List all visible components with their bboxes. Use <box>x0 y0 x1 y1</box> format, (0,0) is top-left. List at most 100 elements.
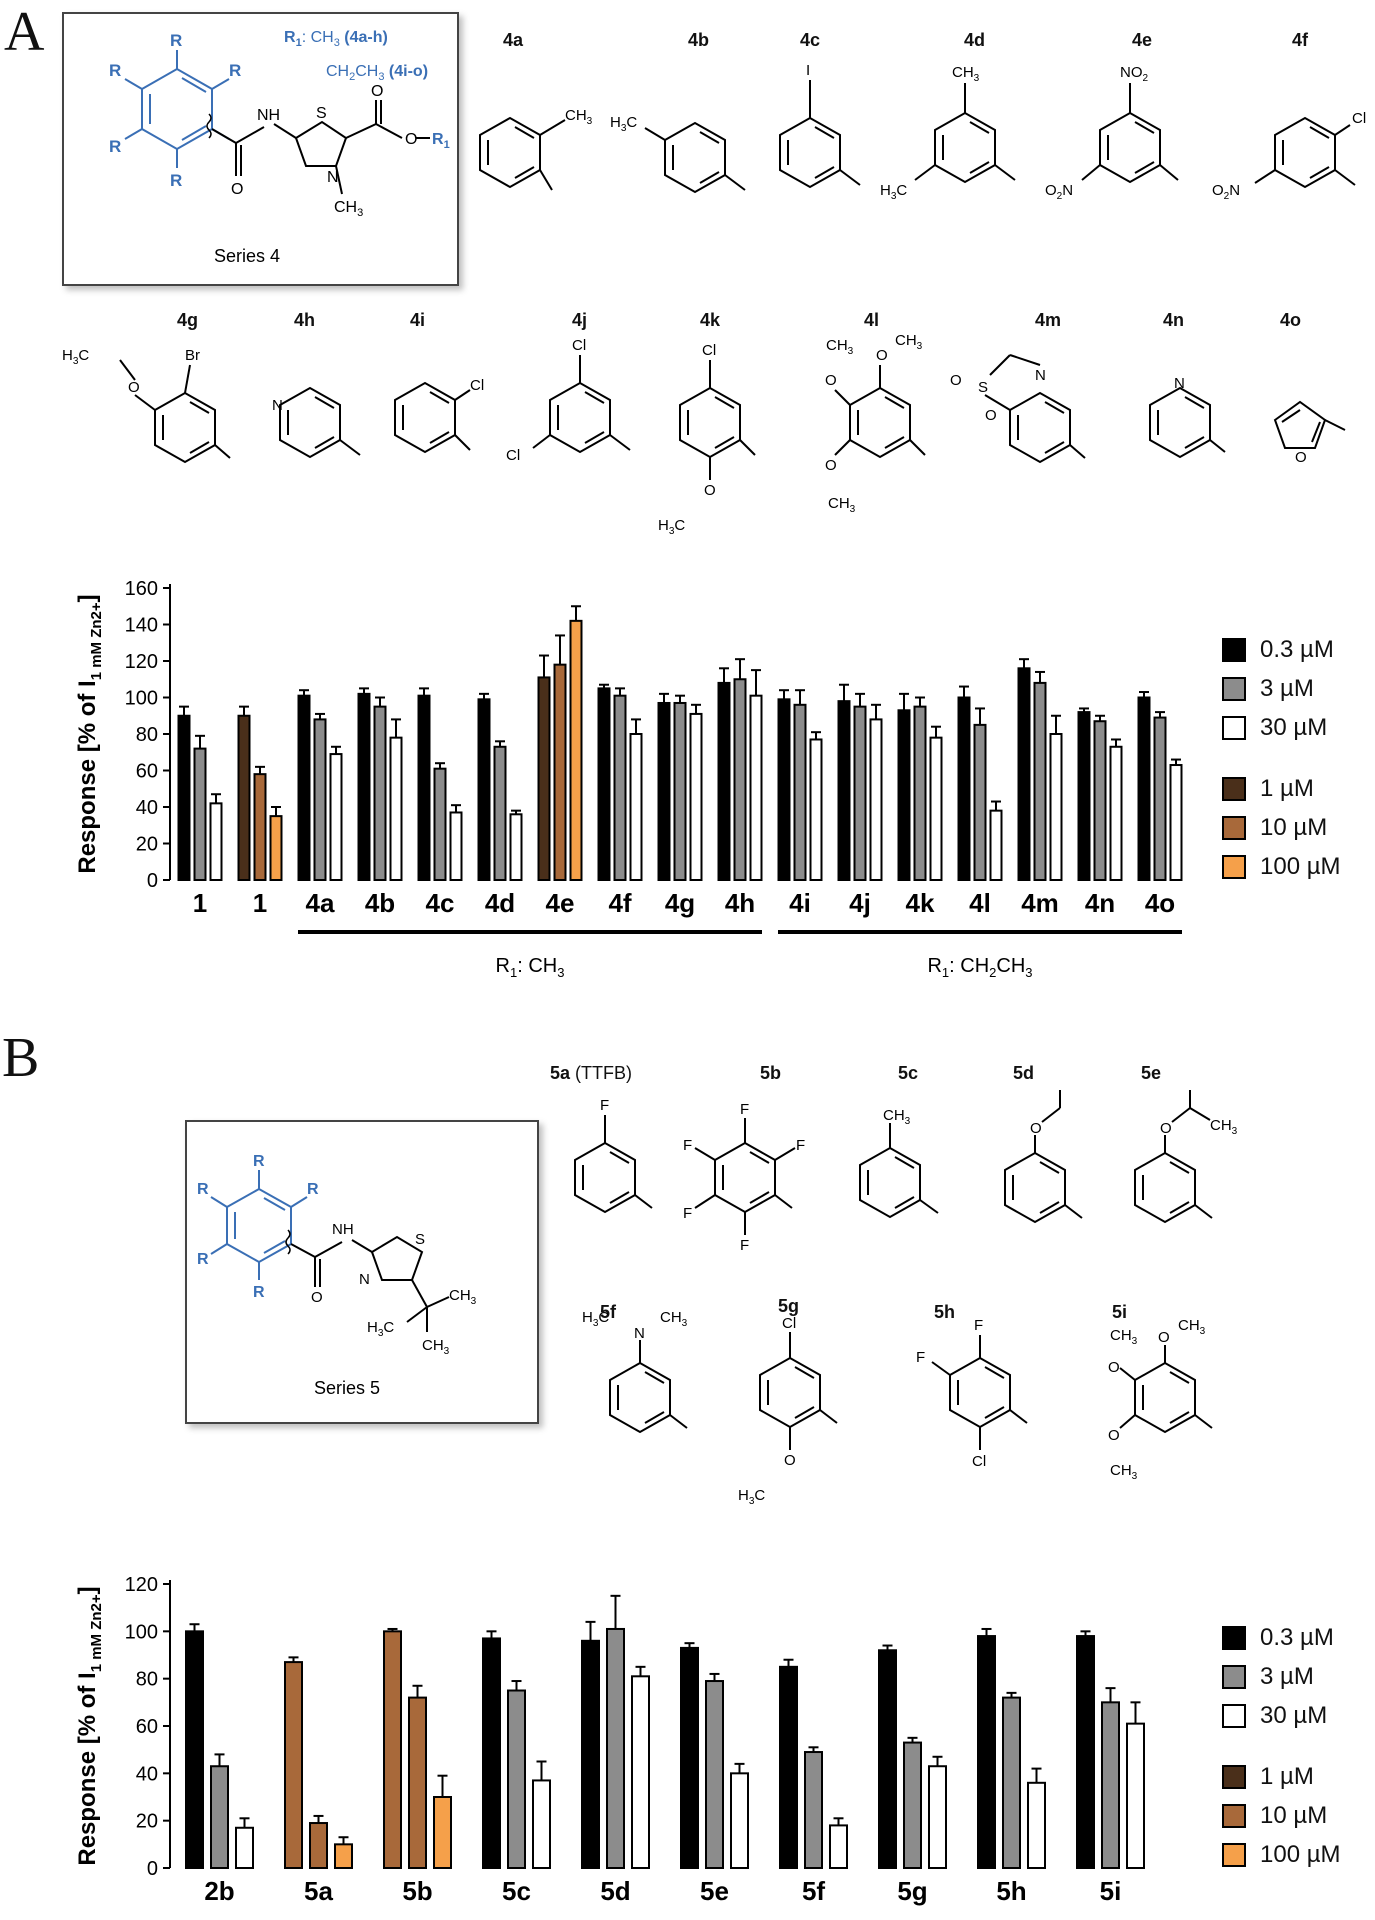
bar <box>482 1637 501 1869</box>
compound-label-5c: 5c <box>898 1063 919 1083</box>
sub-oxygen: O <box>128 379 140 396</box>
sub-ch3: CH3 <box>660 1309 688 1329</box>
compound-label-4n: 4n <box>1163 310 1185 330</box>
x-tick-label: 4n <box>1085 888 1115 918</box>
bar <box>597 687 611 881</box>
legend-item: 3 µM <box>1222 669 1341 708</box>
x-tick-label: 4k <box>906 888 935 918</box>
atom-n: N <box>359 1271 370 1288</box>
bar <box>749 694 763 881</box>
legend-item: 1 µM <box>1222 1757 1341 1796</box>
y-tick-label: 60 <box>136 1716 158 1738</box>
x-tick-label: 1 <box>193 888 207 918</box>
compound-label-4g: 4g <box>177 310 199 330</box>
bar <box>657 701 671 881</box>
panel-b-letter: B <box>2 1027 40 1089</box>
compound-label-4k: 4k <box>700 310 721 330</box>
bar <box>1169 764 1183 881</box>
legend-item: 1 µM <box>1222 769 1341 808</box>
sub-chloro: Cl <box>572 337 586 354</box>
atom-r1: R1 <box>432 131 450 151</box>
sub-ch3: CH3 <box>1110 1327 1138 1347</box>
sub-oxygen: O <box>825 372 837 389</box>
compound-label-4f: 4f <box>1292 30 1309 50</box>
bar <box>433 767 447 881</box>
y-axis-label: Response [% of I1 mM Zn2+] <box>74 594 105 873</box>
sub-fluoro: F <box>740 1237 749 1254</box>
legend-swatch <box>1222 1664 1246 1689</box>
bar <box>297 694 311 881</box>
bar <box>779 1665 798 1870</box>
compound-label-5e: 5e <box>1141 1063 1162 1083</box>
bar <box>1077 711 1091 881</box>
sub-ch3: CH3 <box>828 495 856 515</box>
sub-h3c: H3C <box>62 347 89 367</box>
legend-item: 0.3 µM <box>1222 1618 1341 1657</box>
series-4-structure: R R R R R NH S N O O O CH3 R1 R1: CH3 (4… <box>109 29 450 266</box>
compound-label-4d: 4d <box>964 30 986 50</box>
atom-nh: NH <box>257 107 280 124</box>
y-tick-label: 0 <box>147 870 158 892</box>
sub-chloro: Cl <box>506 447 520 464</box>
compound-label-4a: 4a <box>503 30 524 50</box>
bar <box>777 698 791 881</box>
legend-item: 100 µM <box>1222 1835 1341 1874</box>
y-tick-label: 80 <box>136 1669 158 1691</box>
compound-label-4m: 4m <box>1035 310 1062 330</box>
sub-oxygen: O <box>876 347 888 364</box>
legend-label: 30 µM <box>1260 1701 1328 1729</box>
legend-panel-b: 0.3 µM 3 µM 30 µM 1 µM 10 µM 100 µM <box>1222 1618 1341 1874</box>
bar <box>389 736 403 881</box>
y-tick-label: 0 <box>147 1858 158 1880</box>
sub-bromo: Br <box>185 347 200 364</box>
bar <box>1153 716 1167 881</box>
sub-fluoro: F <box>740 1101 749 1118</box>
x-tick-label: 4m <box>1021 888 1059 918</box>
x-tick-label: 4i <box>789 888 811 918</box>
y-tick-label: 20 <box>136 834 158 856</box>
bar <box>334 1843 353 1870</box>
sub-oxygen: O <box>1030 1120 1042 1137</box>
sub-ch3: CH3 <box>1178 1317 1206 1337</box>
compound-label-4c: 4c <box>800 30 821 50</box>
r-group-label: R <box>109 61 121 80</box>
sub-chloro: Cl <box>470 377 484 394</box>
atom-o: O <box>311 1289 323 1306</box>
y-tick-label: 60 <box>136 761 158 783</box>
sub-ch3: CH3 <box>826 337 854 357</box>
x-tick-label: 5i <box>1100 1876 1122 1906</box>
compound-label-4b: 4b <box>688 30 710 50</box>
atom-s: S <box>316 105 327 122</box>
group-label: R1: CH2CH3 <box>927 955 1032 980</box>
bar <box>1033 681 1047 882</box>
atom-s: S <box>415 1231 425 1248</box>
bar <box>973 723 987 881</box>
bar <box>929 736 943 881</box>
sub-oxygen: O <box>784 1452 796 1469</box>
bar <box>253 773 267 881</box>
sub-oxygen: O <box>985 407 997 424</box>
bar <box>417 694 431 881</box>
bar <box>357 692 371 881</box>
legend-swatch <box>1222 1703 1246 1728</box>
legend-label: 10 µM <box>1260 813 1328 841</box>
bar <box>673 701 687 881</box>
compound-label-4j: 4j <box>572 310 588 330</box>
scaffold-caption: Series 5 <box>314 1378 380 1398</box>
legend-item: 10 µM <box>1222 1796 1341 1835</box>
sub-chloro: Cl <box>782 1315 796 1332</box>
x-tick-label: 1 <box>253 888 267 918</box>
compound-label-4l: 4l <box>864 310 880 330</box>
compound-label-4i: 4i <box>410 310 426 330</box>
legend-label: 30 µM <box>1260 713 1328 741</box>
bar <box>185 1630 204 1870</box>
sub-chloro: Cl <box>1352 110 1366 127</box>
bar <box>717 681 731 882</box>
legend-item: 10 µM <box>1222 808 1341 847</box>
bar <box>1137 696 1151 881</box>
atom-o: O <box>405 131 417 148</box>
sub-sulfur: S <box>978 379 988 396</box>
scaffold-caption: Series 4 <box>214 246 280 266</box>
r-group-label: R <box>253 1284 265 1301</box>
legend-label: 1 µM <box>1260 1762 1314 1790</box>
